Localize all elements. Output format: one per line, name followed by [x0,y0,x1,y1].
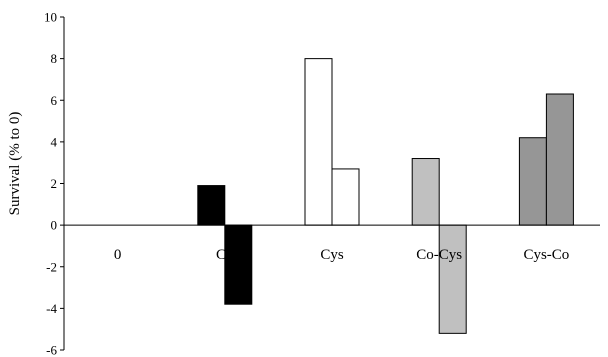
bar [331,168,360,226]
category-label: Co [216,247,234,263]
bar [545,93,574,226]
bar [304,58,333,226]
bar [518,137,547,226]
category-label: 0 [114,247,122,263]
category-label: Cys [320,247,344,263]
y-tick-label: 2 [51,176,58,191]
y-axis-ticks: -6 -4 -2 0 2 4 6 8 10 [44,10,64,357]
bars [197,58,574,334]
category-labels: 0 Co Cys Co-Cys Cys-Co [114,247,569,263]
y-tick-label: -6 [46,343,57,357]
bar [438,224,467,334]
y-tick-label: 10 [44,10,57,25]
y-tick-label: 0 [51,218,58,233]
category-label: Cys-Co [523,247,569,263]
bar [411,158,440,226]
y-tick-label: -2 [46,259,57,274]
y-tick-label: 8 [51,51,58,66]
bar [224,224,253,305]
y-tick-label: 6 [51,93,58,108]
bar [197,185,226,226]
category-label: Co-Cys [416,247,462,263]
y-tick-label: -4 [46,301,57,316]
y-axis-label: Survival (% to 0) [7,112,23,216]
y-tick-label: 4 [51,134,58,149]
